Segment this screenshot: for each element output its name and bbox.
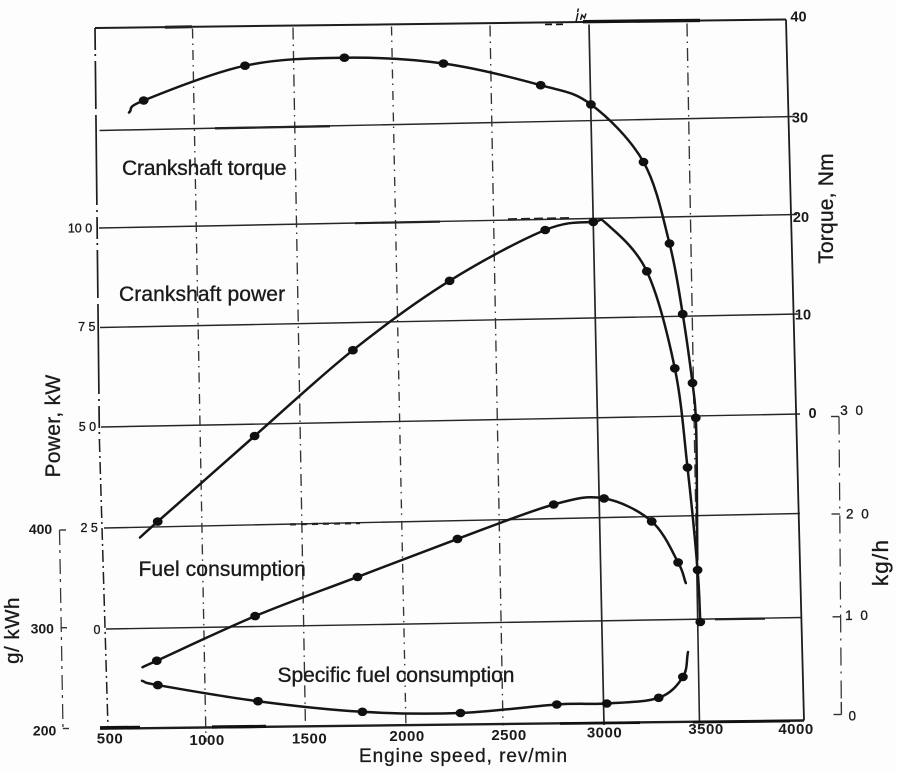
svg-text:1 0: 1 0 — [845, 608, 870, 623]
svg-text:Torque, Nm: Torque, Nm — [815, 153, 838, 264]
svg-text:400: 400 — [29, 521, 53, 537]
svg-text:0: 0 — [849, 709, 857, 724]
svg-text:Crankshaft torque: Crankshaft torque — [122, 157, 286, 180]
svg-text:500: 500 — [97, 731, 124, 748]
svg-text:2500: 2500 — [491, 727, 526, 744]
svg-text:Specific fuel consumption: Specific fuel consumption — [278, 664, 515, 687]
svg-text:kg/h: kg/h — [868, 539, 893, 586]
svg-text:1500: 1500 — [292, 731, 327, 748]
svg-text:3500: 3500 — [688, 721, 723, 738]
svg-text:1000: 1000 — [189, 732, 224, 749]
svg-text:300: 300 — [31, 621, 55, 637]
svg-text:Power, kW: Power, kW — [42, 374, 65, 477]
svg-text:3 0: 3 0 — [840, 403, 865, 418]
svg-text:200: 200 — [33, 723, 57, 739]
svg-text:10 0: 10 0 — [68, 222, 92, 236]
svg-text:0: 0 — [809, 406, 817, 422]
svg-text:40: 40 — [790, 10, 806, 26]
svg-text:30: 30 — [792, 111, 808, 127]
svg-text:2000: 2000 — [389, 728, 424, 745]
svg-text:g/ kWh: g/ kWh — [1, 597, 24, 664]
svg-text:7 5: 7 5 — [78, 320, 95, 334]
svg-text:4000: 4000 — [778, 721, 813, 738]
svg-text:0: 0 — [94, 623, 101, 637]
svg-text:2 0: 2 0 — [846, 507, 871, 522]
svg-text:5 0: 5 0 — [79, 420, 96, 434]
svg-text:Fuel consumption: Fuel consumption — [139, 558, 306, 581]
svg-text:Engine speed, rev/min: Engine speed, rev/min — [359, 746, 568, 767]
svg-text:Crankshaft power: Crankshaft power — [119, 283, 285, 306]
svg-text:2 5: 2 5 — [81, 521, 98, 535]
svg-text:10: 10 — [795, 308, 811, 324]
svg-text:20: 20 — [793, 210, 809, 226]
svg-text:3000: 3000 — [587, 725, 622, 742]
